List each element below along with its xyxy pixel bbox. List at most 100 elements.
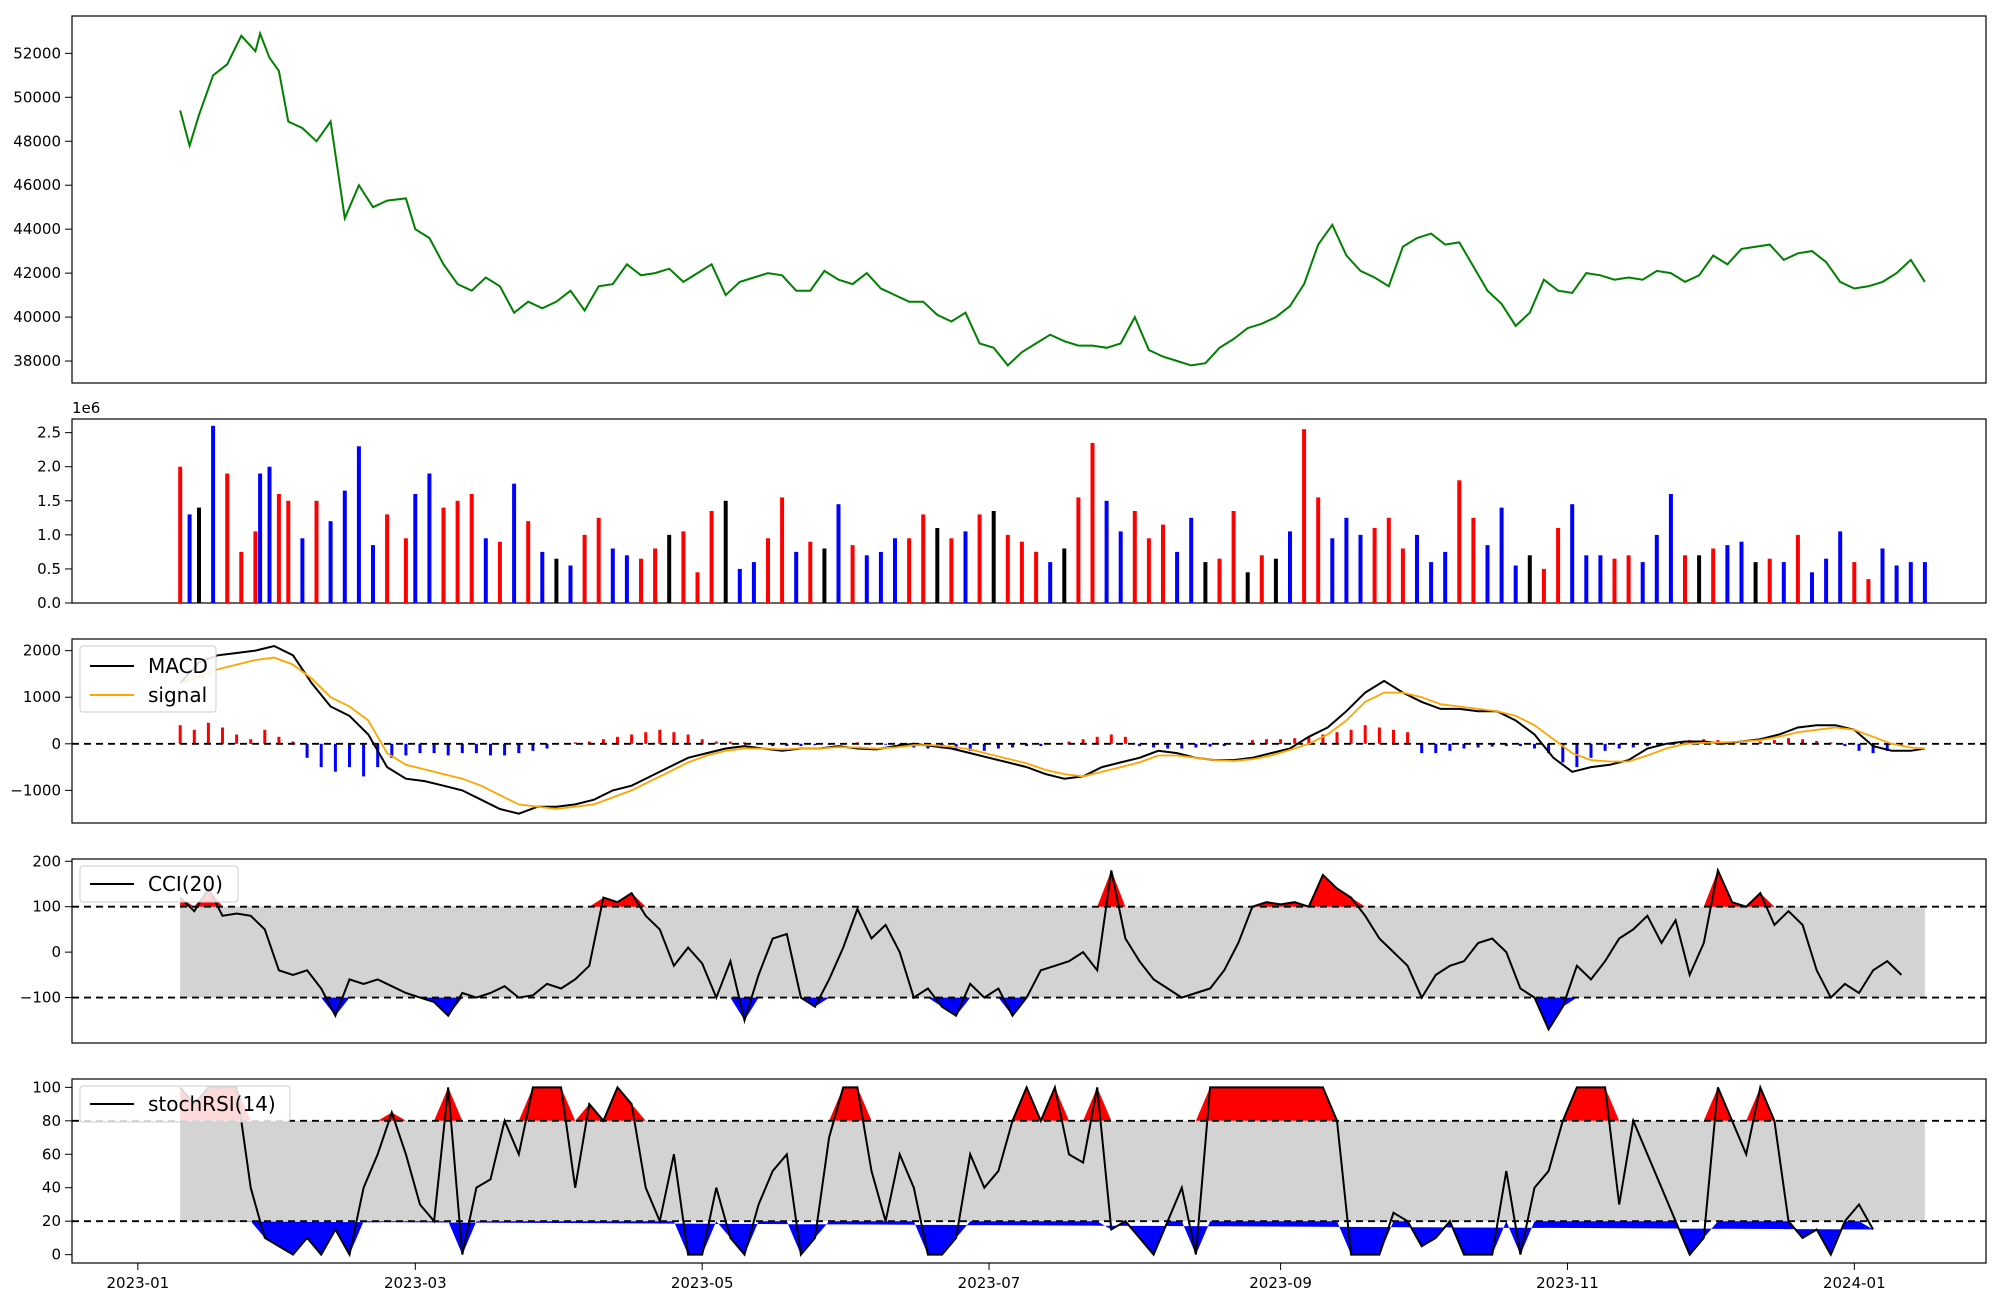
macd-legend-label: MACD <box>148 654 208 678</box>
volume-bar <box>737 568 742 603</box>
macd-histogram-bar <box>376 743 380 768</box>
volume-bar <box>582 534 587 603</box>
volume-bar <box>695 572 700 603</box>
volume-bar <box>1118 531 1123 603</box>
macd-histogram-bar <box>1617 743 1621 749</box>
macd-histogram-bar <box>192 729 196 744</box>
volume-offset-label: 1e6 <box>72 399 100 417</box>
macd-histogram-bar <box>1166 743 1170 749</box>
volume-bar <box>427 473 432 603</box>
cci-neutral-band <box>180 906 1925 998</box>
volume-bar <box>1739 541 1744 603</box>
macd-histogram-bar <box>418 743 422 754</box>
volume-bar <box>526 521 531 603</box>
macd-histogram-bar <box>1801 739 1805 744</box>
cci-y-tick-label: −100 <box>20 989 61 1007</box>
macd-histogram-bar <box>206 722 210 744</box>
volume-bar <box>1894 565 1899 603</box>
volume-bar <box>1034 551 1039 603</box>
volume-bar <box>1570 504 1575 603</box>
volume-bar <box>1245 572 1250 603</box>
volume-bar <box>1866 579 1871 603</box>
volume-bar <box>1513 565 1518 603</box>
volume-bar <box>225 473 230 603</box>
macd-histogram-bar <box>1081 739 1085 744</box>
macd-histogram-bar <box>1152 743 1156 748</box>
macd-histogram-bar <box>178 725 182 744</box>
volume-bar <box>328 521 333 603</box>
macd-histogram-bar <box>1533 743 1536 749</box>
macd-histogram-bar <box>517 743 521 754</box>
cci-y-tick-label: 100 <box>32 898 61 916</box>
volume-bar <box>413 494 418 603</box>
macd-histogram-bar <box>1462 743 1466 749</box>
stochrsi-panel: 0 20 40 60 80 100 2023-01 2023-03 2023-05 2023-07… <box>32 1078 1987 1292</box>
macd-histogram-bar <box>460 743 464 754</box>
macd-histogram-bar <box>601 739 605 744</box>
volume-bar <box>864 555 869 603</box>
macd-histogram-bar <box>996 743 1000 749</box>
volume-bar <box>1908 562 1913 603</box>
macd-histogram-bar <box>630 734 634 744</box>
price-line <box>179 30 1926 367</box>
volume-bar <box>639 558 643 603</box>
volume-bar <box>497 541 502 603</box>
macd-histogram-bar <box>1490 743 1494 747</box>
volume-bar <box>1753 562 1758 603</box>
stochrsi-y-tick-label: 80 <box>42 1112 61 1130</box>
volume-bar <box>286 500 291 603</box>
volume-bar <box>1358 534 1363 603</box>
stochrsi-overbought-fill <box>180 1087 1874 1121</box>
macd-histogram-bar <box>771 743 775 747</box>
cci-legend-label: CCI(20) <box>148 872 223 896</box>
macd-histogram-bar <box>1180 743 1184 749</box>
macd-histogram-bar <box>785 743 789 747</box>
macd-histogram-bar <box>1645 743 1649 747</box>
volume-bar <box>178 466 183 603</box>
stochrsi-y-tick-label: 60 <box>42 1145 61 1163</box>
stochrsi-line <box>179 1084 1874 1258</box>
volume-bar <box>469 494 474 603</box>
macd-histogram-bar <box>884 743 888 745</box>
macd-line <box>179 644 1926 815</box>
volume-bar <box>483 538 488 603</box>
macd-histogram-bar <box>1547 743 1551 754</box>
volume-bar <box>1668 494 1673 603</box>
macd-histogram-bar <box>1603 743 1607 751</box>
macd-histogram-bar <box>1815 741 1819 744</box>
macd-histogram-bar <box>1377 727 1381 744</box>
macd-histogram-bar <box>348 743 351 768</box>
macd-histogram-bar <box>1109 734 1113 744</box>
volume-bar <box>949 538 954 603</box>
volume-bar <box>1781 562 1786 603</box>
macd-histogram-bar <box>1349 729 1353 744</box>
volume-bar <box>878 551 883 603</box>
volume-bar <box>441 507 446 603</box>
macd-histogram-bar <box>362 743 366 777</box>
macd-histogram-bar <box>1885 743 1889 751</box>
macd-histogram-bar <box>1843 743 1847 747</box>
volume-bar <box>187 514 192 603</box>
macd-histogram-bar <box>714 741 718 744</box>
volume-bar <box>314 500 319 603</box>
macd-histogram-bar <box>474 743 478 754</box>
stochrsi-frame <box>71 1078 1987 1264</box>
macd-histogram-bar <box>968 743 972 751</box>
volume-y-tick-label: 2.0 <box>37 458 61 476</box>
volume-bar <box>1302 429 1307 603</box>
macd-histogram-bar <box>658 729 662 744</box>
volume-bar <box>963 531 968 603</box>
volume-bar <box>1697 555 1702 603</box>
volume-bar <box>1104 500 1109 603</box>
volume-bar <box>766 538 770 603</box>
volume-bar <box>568 565 573 603</box>
price-y-tick-label: 38000 <box>13 352 61 370</box>
macd-histogram-bar <box>545 743 549 749</box>
volume-bar <box>1330 538 1335 603</box>
macd-legend: MACD signal <box>79 645 217 713</box>
volume-bar <box>1810 572 1814 603</box>
volume-bar <box>1880 548 1885 603</box>
volume-bar <box>1457 480 1462 603</box>
macd-y-tick-label: 1000 <box>23 688 61 706</box>
volume-bar <box>1767 558 1772 603</box>
